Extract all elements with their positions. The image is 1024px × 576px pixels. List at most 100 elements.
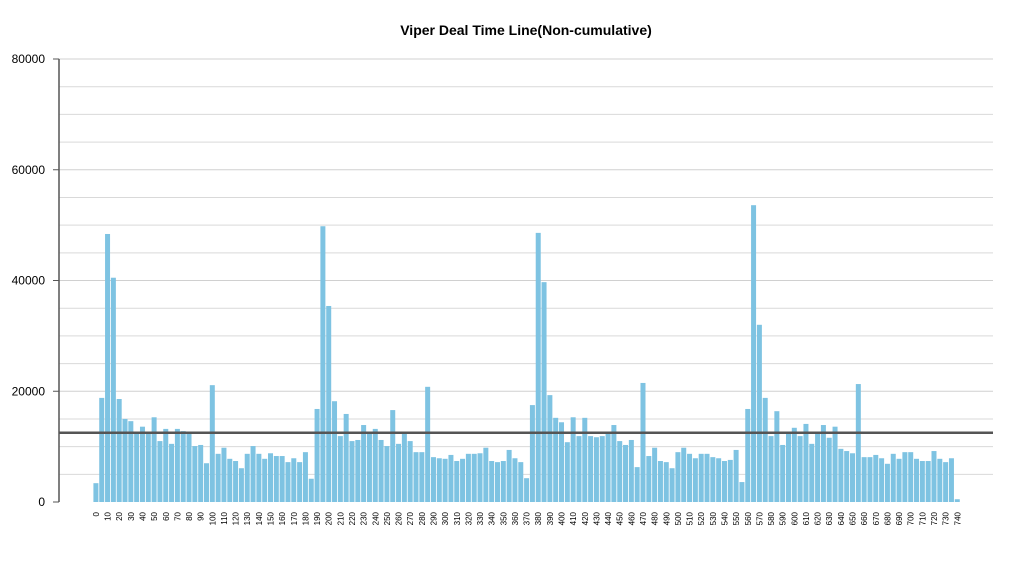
x-tick-label: 600 bbox=[790, 511, 799, 525]
bar bbox=[448, 454, 454, 502]
bar bbox=[576, 436, 582, 502]
bar bbox=[169, 443, 175, 502]
bar bbox=[349, 441, 355, 502]
bar bbox=[99, 397, 105, 502]
bar bbox=[768, 436, 774, 502]
bar bbox=[908, 452, 914, 502]
x-tick-label: 240 bbox=[371, 511, 380, 525]
y-tick-label: 60000 bbox=[12, 163, 46, 177]
x-tick-label: 370 bbox=[523, 511, 532, 525]
bar bbox=[640, 382, 646, 502]
x-tick-label: 620 bbox=[814, 511, 823, 525]
bar bbox=[273, 456, 279, 502]
x-tick-label: 570 bbox=[755, 511, 764, 525]
bar bbox=[198, 444, 204, 502]
bar bbox=[477, 453, 483, 502]
bar bbox=[518, 462, 524, 502]
bar bbox=[716, 458, 722, 502]
bar bbox=[494, 462, 500, 502]
x-tick-label: 120 bbox=[232, 511, 241, 525]
bar bbox=[471, 453, 477, 502]
bar bbox=[483, 447, 489, 502]
bar bbox=[559, 422, 565, 502]
bar bbox=[506, 449, 512, 502]
bar bbox=[774, 411, 780, 502]
bar bbox=[634, 467, 640, 502]
x-tick-label: 70 bbox=[173, 511, 182, 520]
bar bbox=[727, 459, 733, 502]
x-tick-label: 280 bbox=[418, 511, 427, 525]
x-tick-label: 0 bbox=[92, 511, 101, 516]
bar bbox=[233, 461, 239, 502]
bar bbox=[803, 423, 809, 502]
bar bbox=[215, 453, 221, 502]
bar bbox=[879, 458, 885, 502]
x-tick-label: 440 bbox=[604, 511, 613, 525]
bar bbox=[244, 453, 250, 502]
bar bbox=[657, 461, 663, 502]
bar bbox=[692, 458, 698, 502]
bar bbox=[954, 499, 960, 502]
bar bbox=[105, 233, 111, 503]
bar bbox=[163, 428, 169, 502]
x-tick-label: 330 bbox=[476, 511, 485, 525]
bar bbox=[762, 397, 768, 502]
bar bbox=[250, 446, 256, 502]
bar bbox=[838, 448, 844, 502]
bar bbox=[454, 461, 460, 502]
bar bbox=[611, 425, 617, 502]
x-tick-label: 80 bbox=[185, 511, 194, 520]
bar bbox=[430, 457, 436, 502]
x-tick-label: 650 bbox=[849, 511, 858, 525]
x-tick-label: 340 bbox=[488, 511, 497, 525]
bar bbox=[850, 453, 856, 502]
x-tick-label: 480 bbox=[651, 511, 660, 525]
bar bbox=[314, 408, 320, 502]
x-tick-label: 720 bbox=[930, 511, 939, 525]
x-tick-label: 270 bbox=[406, 511, 415, 525]
bar bbox=[902, 452, 908, 502]
bar bbox=[221, 447, 227, 502]
bar bbox=[710, 457, 716, 502]
x-tick-label: 180 bbox=[301, 511, 310, 525]
x-tick-label: 10 bbox=[104, 511, 113, 520]
bar bbox=[209, 385, 215, 502]
bar bbox=[844, 451, 850, 502]
bar bbox=[227, 458, 233, 502]
bar bbox=[489, 461, 495, 502]
bar bbox=[320, 226, 326, 503]
bar bbox=[442, 458, 448, 502]
bar bbox=[151, 417, 157, 502]
bar bbox=[396, 443, 402, 502]
bar bbox=[332, 401, 338, 502]
bar bbox=[134, 433, 140, 502]
bar bbox=[279, 456, 285, 502]
x-tick-label: 540 bbox=[720, 511, 729, 525]
x-tick-label: 50 bbox=[150, 511, 159, 520]
bar bbox=[733, 449, 739, 502]
bar bbox=[931, 451, 937, 502]
bar bbox=[372, 428, 378, 502]
bar bbox=[873, 454, 879, 502]
x-tick-label: 90 bbox=[197, 511, 206, 520]
bar bbox=[529, 405, 535, 502]
bar bbox=[890, 453, 896, 502]
x-tick-label: 730 bbox=[942, 511, 951, 525]
bar bbox=[820, 425, 826, 502]
bar bbox=[390, 410, 396, 502]
bar bbox=[157, 441, 163, 502]
x-tick-label: 200 bbox=[325, 511, 334, 525]
x-tick-label: 190 bbox=[313, 511, 322, 525]
x-tick-label: 310 bbox=[453, 511, 462, 525]
x-tick-label: 40 bbox=[138, 511, 147, 520]
bar bbox=[826, 437, 832, 502]
bar bbox=[297, 462, 303, 502]
bar bbox=[268, 453, 274, 502]
bar bbox=[500, 461, 506, 502]
x-tick-label: 100 bbox=[208, 511, 217, 525]
x-tick-label: 390 bbox=[546, 511, 555, 525]
x-tick-label: 470 bbox=[639, 511, 648, 525]
x-tick-label: 320 bbox=[464, 511, 473, 525]
x-tick-label: 210 bbox=[336, 511, 345, 525]
